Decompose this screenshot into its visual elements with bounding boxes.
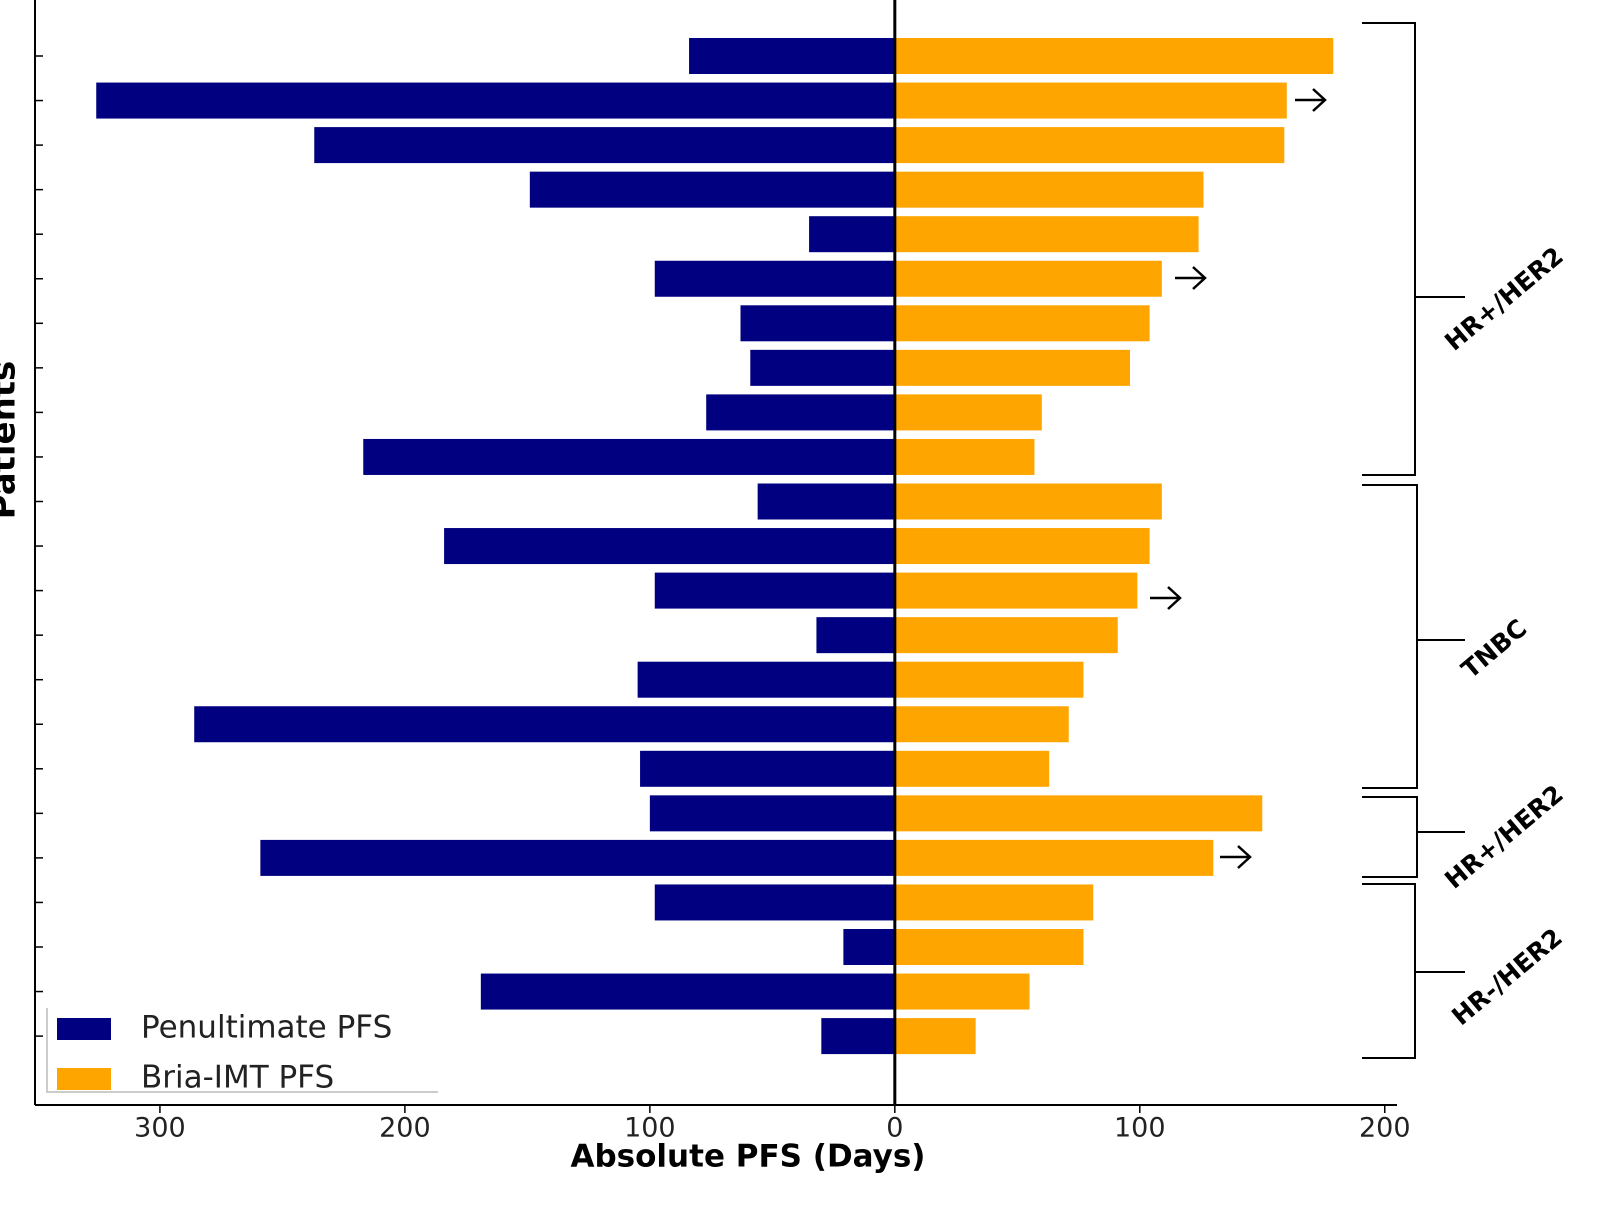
bar [894,483,1162,520]
x-tick-label: 100 [624,1113,676,1144]
x-tick-label: 0 [886,1113,903,1144]
bar [314,127,895,164]
bar [637,661,895,698]
legend-label: Bria-IMT PFS [141,1060,334,1096]
bar [894,661,1084,698]
x-tick-label: 200 [1359,1113,1411,1144]
ongoing-arrows [1150,88,1327,869]
bar [894,216,1199,253]
x-axis-label: Absolute PFS (Days) [571,1139,926,1175]
bar [260,839,895,876]
bar [894,706,1069,743]
bar [654,572,895,609]
bar [640,750,895,787]
group-label: HR+/HER2 [1439,779,1569,894]
bar [816,617,895,654]
bar [894,884,1094,921]
bar [894,171,1204,208]
bar [894,38,1334,74]
bar [649,795,895,832]
y-axis-label: Patients [0,361,24,520]
group-label: HR-/HER2 [1446,923,1568,1032]
legend-swatch [57,1068,111,1090]
bar [894,795,1263,832]
bar [894,528,1150,565]
bar [894,349,1130,386]
x-tick-label: 100 [1114,1113,1166,1144]
bar [894,127,1285,164]
bar [96,82,895,119]
bar [480,973,895,1010]
bar [894,438,1035,475]
bar [740,305,895,342]
group-label: TNBC [1456,614,1532,685]
bar [750,349,895,386]
bar [894,617,1118,654]
x-tick-label: 200 [379,1113,431,1144]
bar [689,38,895,74]
bar [894,260,1162,297]
bar [654,260,895,297]
group-label: HR+/HER2 [1439,241,1569,356]
bar [894,750,1050,787]
bar [894,82,1287,119]
legend-swatch [57,1018,111,1040]
legend-frame [46,1008,438,1093]
bar [821,1018,895,1055]
bar [654,884,895,921]
bar [894,973,1030,1010]
bar [194,706,895,743]
bar [809,216,895,253]
bar [894,929,1084,965]
bar [894,394,1042,431]
bar [529,171,895,208]
bar [706,394,895,431]
bar [894,839,1214,876]
bar [444,528,895,565]
bar [843,929,895,965]
bar [363,438,895,475]
bar [894,1018,976,1055]
x-tick-label: 300 [134,1113,186,1144]
bar [894,572,1138,609]
bar [894,305,1150,342]
bar [757,483,895,520]
legend-label: Penultimate PFS [141,1010,392,1046]
group-brackets [1362,22,1465,1059]
